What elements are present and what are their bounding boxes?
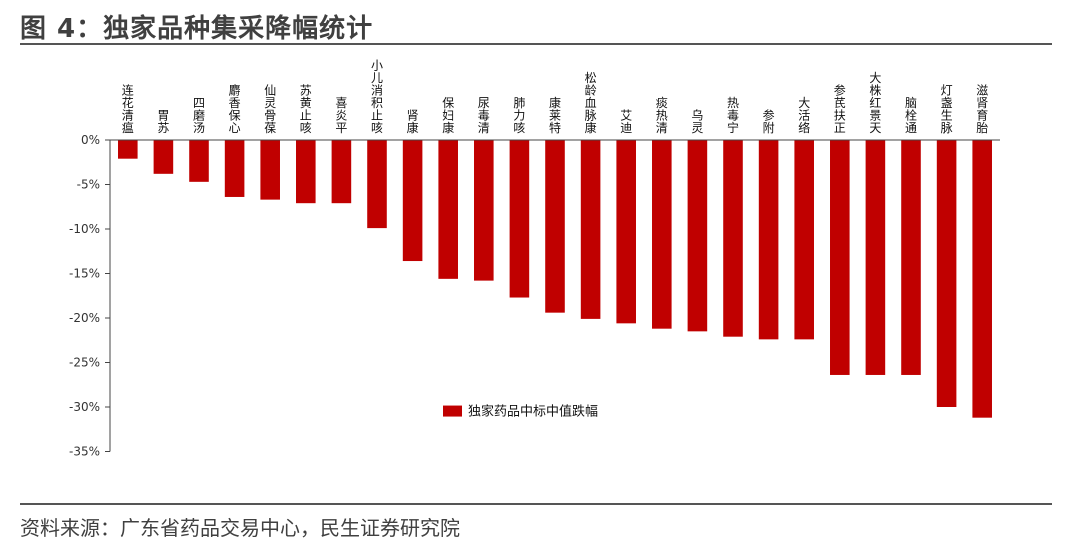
category-label: 热毒宁 [727,96,739,135]
bar [794,140,814,340]
bar [509,140,530,298]
bar [865,140,886,375]
bar [616,140,636,324]
category-label: 苏黄止咳 [300,84,312,136]
category-label: 脑栓通 [905,96,917,135]
bar [367,140,387,229]
category-label: 痰热清 [656,95,668,135]
category-label: 艾迪 [620,109,632,136]
y-tick-label: 0% [81,133,100,147]
bar [901,140,921,375]
category-label: 参芪扶正 [834,83,846,136]
category-label: 大株红景天 [869,71,881,135]
bar [189,140,209,182]
bar [118,140,138,159]
bar [687,140,708,332]
category-label: 尿毒清 [478,96,490,135]
category-label: 连花清瘟 [122,83,134,136]
category-label: 乌灵 [691,108,703,136]
y-tick-label: -10% [69,222,100,236]
y-tick-label: -20% [69,311,100,325]
bar [580,140,601,319]
bar [545,140,565,313]
bar [972,140,992,418]
bar [224,140,245,197]
bar [153,140,174,174]
y-tick-label: -5% [77,178,100,192]
category-label: 麝香保心 [229,83,241,136]
bar [652,140,672,329]
legend-swatch [443,405,462,417]
category-label: 肺力咳 [513,96,525,135]
y-tick-label: -30% [69,400,100,414]
bar [438,140,458,279]
category-label: 灯盏生脉 [941,84,953,136]
bar [723,140,743,337]
bar [331,140,352,204]
category-label: 康莱特 [549,95,561,135]
source-note: 资料来源：广东省药品交易中心，民生证券研究院 [20,516,460,540]
y-tick-label: -25% [69,356,100,370]
bar-chart: 0% -5% -10% -15% -20% -25% -30% -35% 连花清瘟 胃苏 四磨汤 麝香… [69,59,1000,459]
category-label: 小儿消积止咳 [371,59,383,136]
bar [474,140,494,281]
category-label: 参附 [763,108,775,136]
y-tick-label: -35% [69,445,100,459]
category-label: 保妇康 [442,96,454,135]
bar [830,140,850,375]
category-label: 大活络 [798,96,810,135]
source-rule [20,503,1052,505]
bar [936,140,957,407]
figure-title: 图 4：独家品种集采降幅统计 [20,14,374,44]
y-tick-label: -15% [69,267,100,281]
category-label: 四磨汤 [193,96,205,135]
category-label: 松龄血脉康 [585,71,597,135]
category-label: 滋肾育胎 [976,84,988,136]
category-label: 胃苏 [157,109,169,136]
category-label: 仙灵骨葆 [264,84,276,136]
bar [260,140,280,200]
legend-label: 独家药品中标中值跌幅 [468,404,598,420]
category-label: 喜炎平 [335,96,347,135]
title-rule [20,43,1052,45]
category-label: 肾康 [407,109,419,136]
bar [758,140,779,340]
bar [402,140,423,262]
bar [296,140,316,204]
